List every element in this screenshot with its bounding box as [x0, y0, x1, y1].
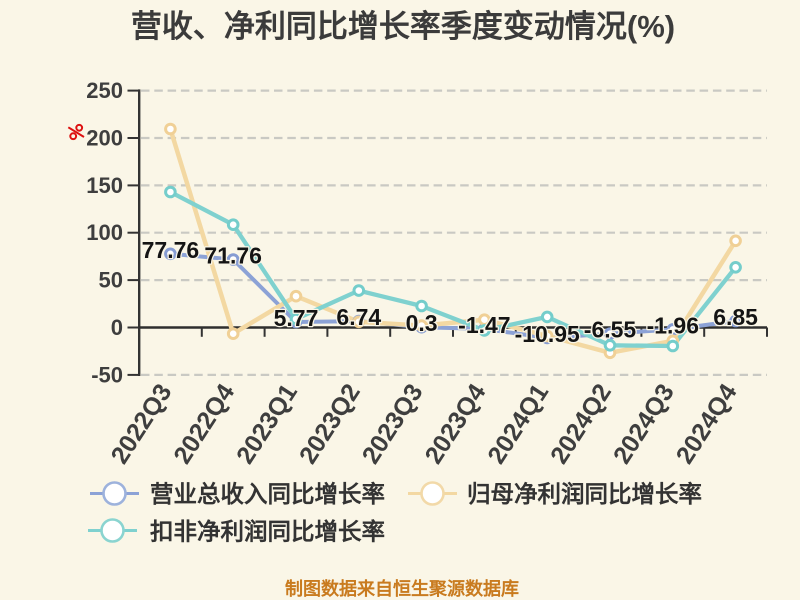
- svg-text:77.76: 77.76: [142, 237, 200, 263]
- svg-text:6.74: 6.74: [336, 304, 381, 330]
- svg-text:250: 250: [86, 78, 123, 103]
- svg-text:6.85: 6.85: [713, 304, 758, 330]
- svg-text:100: 100: [86, 220, 123, 245]
- svg-text:-6.55: -6.55: [584, 317, 637, 343]
- svg-text:50: 50: [99, 268, 123, 293]
- svg-text:-50: -50: [91, 362, 123, 387]
- svg-text:0.3: 0.3: [406, 310, 438, 336]
- svg-text:71.76: 71.76: [204, 243, 262, 269]
- svg-text:-1.96: -1.96: [647, 312, 699, 338]
- svg-text:扣非净利润同比增长率: 扣非净利润同比增长率: [150, 518, 385, 545]
- svg-text:5.77: 5.77: [274, 305, 319, 331]
- svg-text:0: 0: [111, 315, 123, 340]
- svg-text:-10.95: -10.95: [515, 321, 580, 347]
- svg-text:营业总收入同比增长率: 营业总收入同比增长率: [150, 480, 385, 507]
- svg-text:150: 150: [86, 173, 123, 198]
- svg-text:200: 200: [86, 126, 123, 151]
- svg-text:归母净利润同比增长率: 归母净利润同比增长率: [467, 480, 702, 507]
- svg-text:营收、净利同比增长率季度变动情况(%): 营收、净利同比增长率季度变动情况(%): [131, 9, 675, 44]
- svg-text:-1.47: -1.47: [458, 312, 510, 338]
- svg-text:制图数据来自恒生聚源数据库: 制图数据来自恒生聚源数据库: [285, 578, 519, 599]
